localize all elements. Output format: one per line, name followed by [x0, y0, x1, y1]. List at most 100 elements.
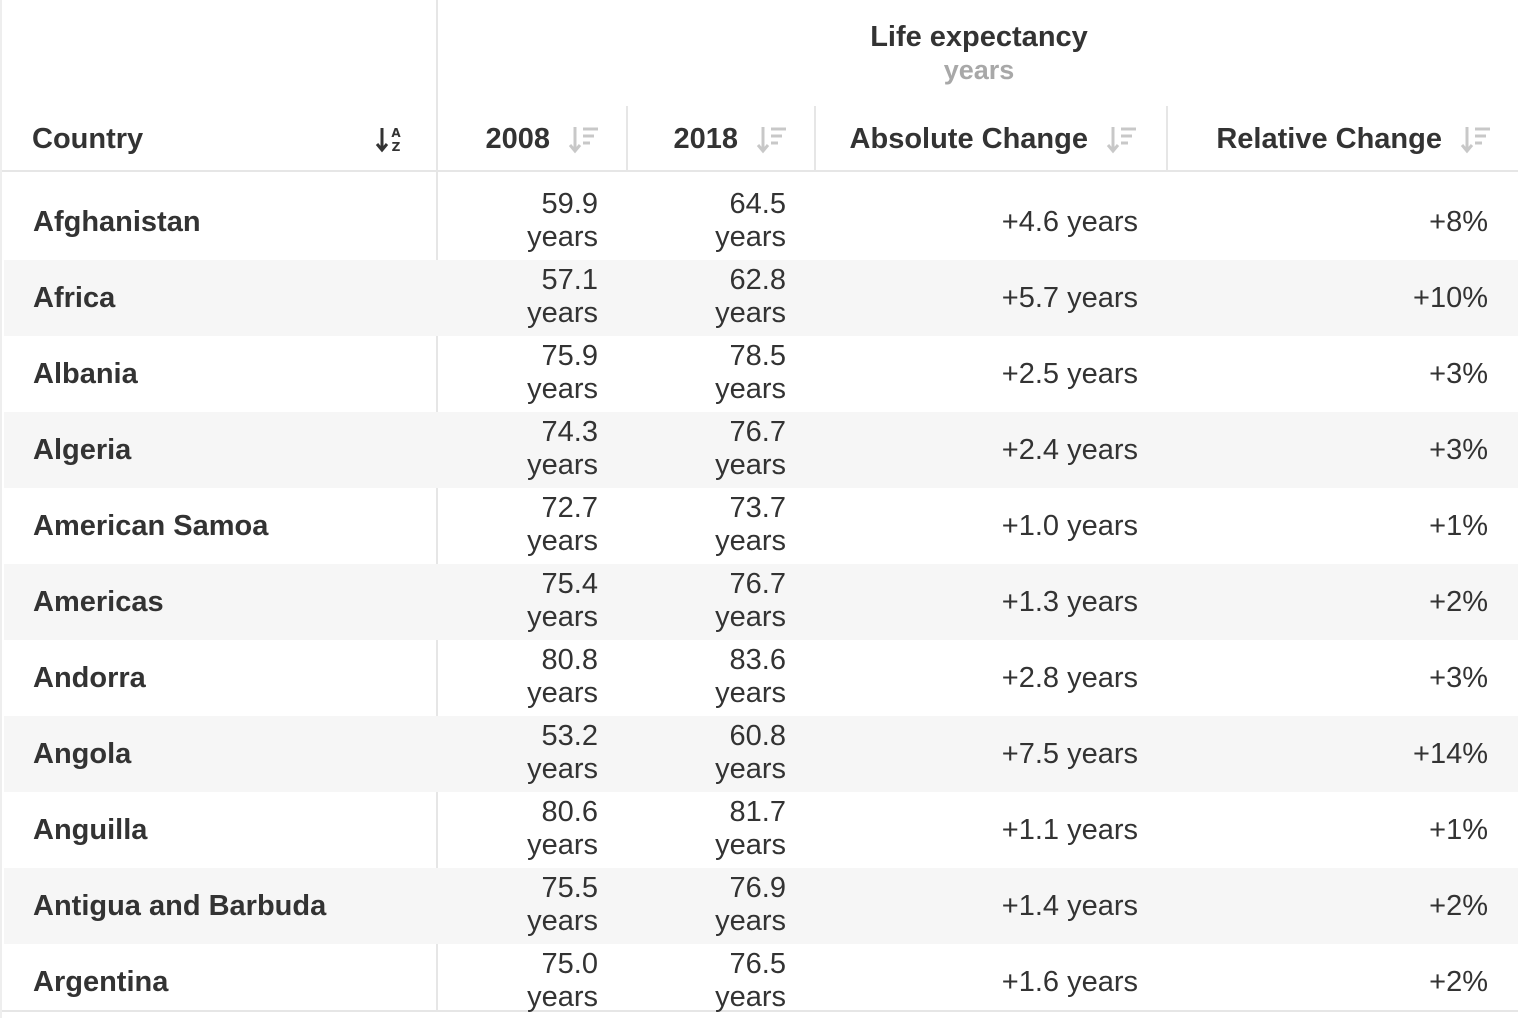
unit-2008: years	[527, 449, 598, 481]
absolute-change-cell: +1.3 years	[1001, 585, 1138, 618]
country-cell: Albania	[33, 357, 138, 390]
value-2008: 74.3	[541, 416, 598, 448]
header-relative-label: Relative Change	[1216, 122, 1442, 155]
value-2018-cell: 81.7 years	[628, 792, 786, 868]
group-header: Life expectancy years	[438, 20, 1518, 86]
value-2008: 59.9	[541, 188, 598, 220]
relative-change-cell: +3%	[1429, 661, 1488, 694]
country-cell: American Samoa	[33, 509, 269, 542]
value-2018-cell: 62.8 years	[628, 260, 786, 336]
unit-2018: years	[715, 753, 786, 785]
relative-change-cell: +2%	[1429, 889, 1488, 922]
relative-change-cell: +2%	[1429, 585, 1488, 618]
header-country-label: Country	[32, 122, 144, 155]
value-2008: 80.8	[541, 644, 598, 676]
value-2018-cell: 60.8 years	[628, 716, 786, 792]
table-row: Anguilla 80.6 years 81.7 years +1.1 years …	[4, 792, 1518, 868]
value-2018-cell: 78.5 years	[628, 336, 786, 412]
table-row: Americas 75.4 years 76.7 years +1.3 years …	[4, 564, 1518, 640]
unit-2008: years	[527, 525, 598, 557]
value-2018-cell: 83.6 years	[628, 640, 786, 716]
header-country[interactable]: Country A Z	[32, 108, 406, 170]
sort-descending-icon[interactable]	[756, 123, 788, 155]
value-2008: 75.0	[541, 948, 598, 980]
value-2008-cell: 80.6 years	[438, 792, 598, 868]
header-absolute-change[interactable]: Absolute Change	[816, 108, 1138, 170]
sort-alpha-icon[interactable]: A Z	[374, 123, 406, 155]
value-2008-cell: 72.7 years	[438, 488, 598, 564]
value-2008: 57.1	[541, 264, 598, 296]
value-2008-cell: 75.4 years	[438, 564, 598, 640]
value-2018-cell: 76.7 years	[628, 564, 786, 640]
country-cell: Antigua and Barbuda	[33, 889, 327, 922]
unit-2018: years	[715, 221, 786, 253]
value-2008-cell: 74.3 years	[438, 412, 598, 488]
header-2008[interactable]: 2008	[438, 108, 600, 170]
unit-2018: years	[715, 297, 786, 329]
value-2008: 80.6	[541, 796, 598, 828]
value-2008-cell: 75.5 years	[438, 868, 598, 944]
sort-descending-icon[interactable]	[568, 123, 600, 155]
absolute-change-cell: +2.4 years	[1001, 433, 1138, 466]
value-2008-cell: 75.9 years	[438, 336, 598, 412]
svg-text:Z: Z	[392, 140, 401, 154]
value-2018: 62.8	[729, 264, 786, 296]
absolute-change-cell: +1.0 years	[1001, 509, 1138, 542]
header-2018[interactable]: 2018	[628, 108, 788, 170]
relative-change-cell: +3%	[1429, 433, 1488, 466]
country-cell: Andorra	[33, 661, 146, 694]
unit-2008: years	[527, 753, 598, 785]
value-2018: 76.7	[729, 416, 786, 448]
value-2018-cell: 76.5 years	[628, 944, 786, 1020]
unit-2018: years	[715, 829, 786, 861]
relative-change-cell: +1%	[1429, 813, 1488, 846]
header-relative-change[interactable]: Relative Change	[1168, 108, 1492, 170]
value-2008-cell: 75.0 years	[438, 944, 598, 1020]
sort-descending-icon[interactable]	[1460, 123, 1492, 155]
unit-2008: years	[527, 373, 598, 405]
country-cell: Argentina	[33, 965, 169, 998]
value-2018-cell: 73.7 years	[628, 488, 786, 564]
divider-2018	[814, 106, 816, 170]
table-row: Albania 75.9 years 78.5 years +2.5 years +…	[4, 336, 1518, 412]
country-cell: Afghanistan	[33, 205, 201, 238]
relative-change-cell: +14%	[1413, 737, 1488, 770]
group-title: Life expectancy	[870, 21, 1088, 53]
divider-country	[436, 0, 438, 1012]
absolute-change-cell: +5.7 years	[1001, 281, 1138, 314]
value-2008-cell: 57.1 years	[438, 260, 598, 336]
value-2008: 75.4	[541, 568, 598, 600]
value-2008: 75.9	[541, 340, 598, 372]
value-2008: 53.2	[541, 720, 598, 752]
table-body: Afghanistan 59.9 years 64.5 years +4.6 yea…	[4, 184, 1518, 1020]
divider-absolute	[1166, 106, 1168, 170]
country-cell: Americas	[33, 585, 164, 618]
value-2008-cell: 53.2 years	[438, 716, 598, 792]
unit-2018: years	[715, 677, 786, 709]
unit-2008: years	[527, 981, 598, 1013]
absolute-change-cell: +1.4 years	[1001, 889, 1138, 922]
value-2008: 75.5	[541, 872, 598, 904]
unit-2018: years	[715, 525, 786, 557]
value-2018-cell: 76.9 years	[628, 868, 786, 944]
header-2018-label: 2018	[673, 122, 738, 155]
header-bottom-line	[2, 170, 1518, 172]
absolute-change-cell: +7.5 years	[1001, 737, 1138, 770]
relative-change-cell: +10%	[1413, 281, 1488, 314]
header-absolute-label: Absolute Change	[849, 122, 1088, 155]
unit-2018: years	[715, 981, 786, 1013]
sort-descending-icon[interactable]	[1106, 123, 1138, 155]
unit-2018: years	[715, 601, 786, 633]
table-row: Antigua and Barbuda 75.5 years 76.9 years …	[4, 868, 1518, 944]
value-2018-cell: 64.5 years	[628, 184, 786, 260]
relative-change-cell: +1%	[1429, 509, 1488, 542]
unit-2008: years	[527, 829, 598, 861]
value-2018: 83.6	[729, 644, 786, 676]
value-2018: 64.5	[729, 188, 786, 220]
country-cell: Africa	[33, 281, 116, 314]
absolute-change-cell: +2.5 years	[1001, 357, 1138, 390]
table-row: American Samoa 72.7 years 73.7 years +1.0 …	[4, 488, 1518, 564]
value-2018: 76.5	[729, 948, 786, 980]
unit-2008: years	[527, 601, 598, 633]
